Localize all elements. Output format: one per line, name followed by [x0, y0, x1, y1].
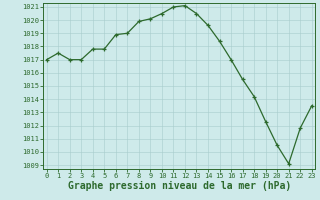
X-axis label: Graphe pression niveau de la mer (hPa): Graphe pression niveau de la mer (hPa): [68, 181, 291, 191]
